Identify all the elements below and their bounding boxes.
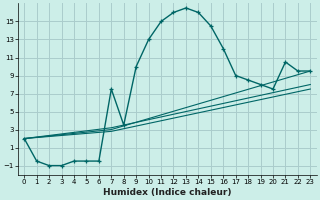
X-axis label: Humidex (Indice chaleur): Humidex (Indice chaleur) bbox=[103, 188, 232, 197]
